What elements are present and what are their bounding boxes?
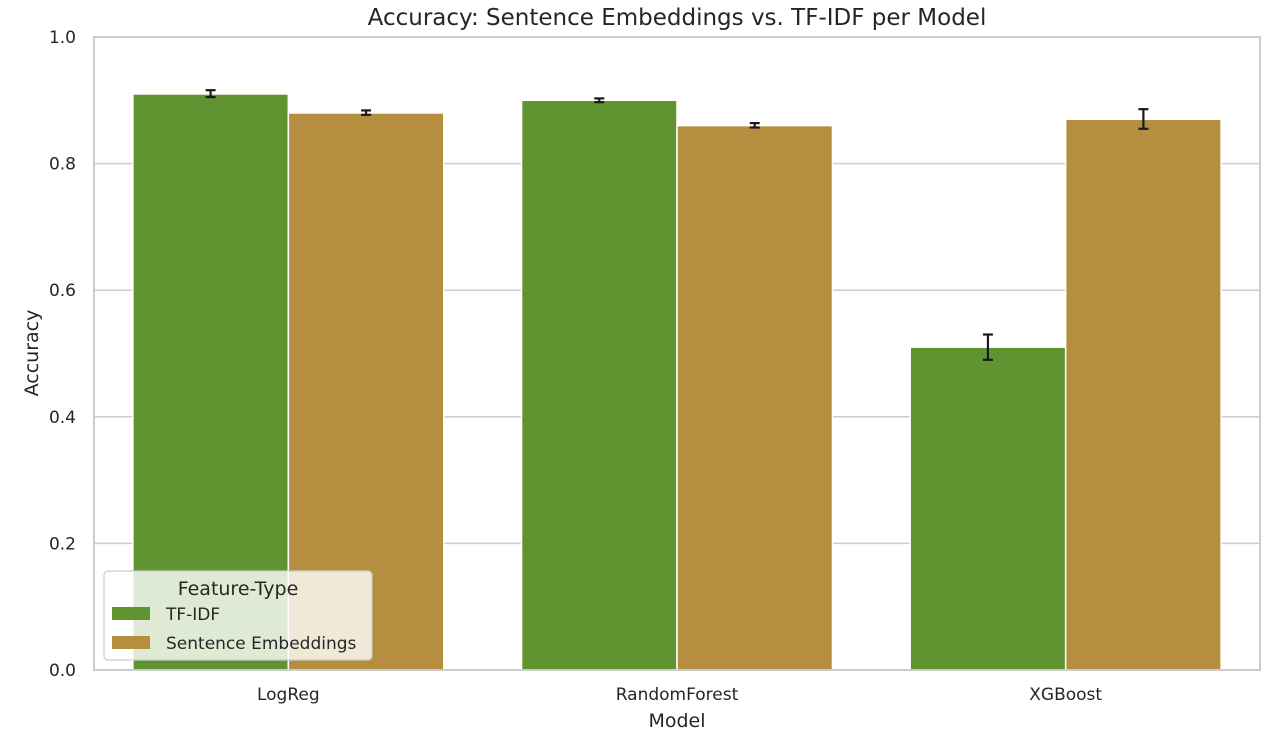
y-axis-label: Accuracy <box>21 310 43 397</box>
plot-frame <box>93 36 1261 671</box>
bar-tf-idf-randomforest <box>520 99 678 671</box>
error-bar-tf-idf-logreg <box>205 89 216 99</box>
x-axis-ticks: LogReg RandomForest XGBoost <box>257 685 1102 705</box>
x-tick-label: RandomForest <box>616 685 739 705</box>
legend-title: Feature-Type <box>178 578 299 600</box>
x-tick-label: XGBoost <box>1029 685 1102 705</box>
x-axis-label: Model <box>648 710 705 731</box>
y-tick-label: 1.0 <box>49 28 76 48</box>
x-tick-label: LogReg <box>257 685 320 705</box>
y-tick-label: 0.0 <box>49 661 76 681</box>
y-tick-label: 0.6 <box>49 281 76 301</box>
legend: Feature-Type TF-IDF Sentence Embeddings <box>103 570 373 661</box>
error-bar-sentence-embeddings-logreg <box>361 109 372 116</box>
legend-label-sentence-embeddings: Sentence Embeddings <box>166 634 357 654</box>
y-axis-ticks: 0.0 0.2 0.4 0.6 0.8 1.0 <box>49 28 76 681</box>
bar-sentence-embeddings-randomforest <box>676 124 834 671</box>
error-bar-tf-idf-xgboost <box>982 333 993 361</box>
legend-label-tfidf: TF-IDF <box>165 605 220 625</box>
error-bar-tf-idf-randomforest <box>594 97 605 104</box>
y-tick-label: 0.8 <box>49 155 76 175</box>
error-bar-sentence-embeddings-randomforest <box>749 121 760 129</box>
legend-swatch-tfidf <box>112 607 150 620</box>
legend-swatch-sentence-embeddings <box>112 636 150 649</box>
chart-title: Accuracy: Sentence Embeddings vs. TF-IDF… <box>368 5 987 31</box>
y-tick-label: 0.2 <box>49 534 76 554</box>
bar-sentence-embeddings-xgboost <box>1064 118 1222 671</box>
error-bar-sentence-embeddings-xgboost <box>1138 108 1149 130</box>
error-bars <box>205 89 1149 361</box>
legend-box <box>103 570 373 661</box>
y-tick-label: 0.4 <box>49 408 76 428</box>
bar-tf-idf-xgboost <box>909 346 1067 671</box>
